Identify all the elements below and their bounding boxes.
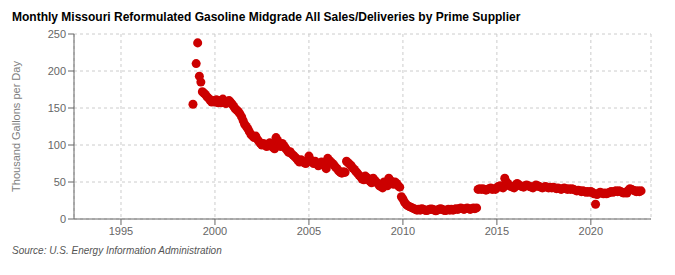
svg-text:200: 200: [48, 65, 66, 77]
svg-text:250: 250: [48, 28, 66, 40]
svg-text:2005: 2005: [297, 225, 321, 237]
svg-text:1995: 1995: [109, 225, 133, 237]
html-text:Source: U.S. Energy Informatio: Source: U.S. Energy Information Administ…: [12, 245, 222, 256]
svg-text:0: 0: [60, 213, 66, 225]
svg-text:Thousand Gallons per Day: Thousand Gallons per Day: [10, 61, 22, 192]
svg-text:150: 150: [48, 102, 66, 114]
svg-text:100: 100: [48, 139, 66, 151]
svg-text:2015: 2015: [485, 225, 509, 237]
svg-text:2000: 2000: [203, 225, 227, 237]
svg-text:2010: 2010: [391, 225, 415, 237]
svg-text:50: 50: [54, 176, 66, 188]
html-text:Monthly Missouri Reformulated: Monthly Missouri Reformulated Gasoline M…: [12, 10, 521, 24]
svg-text:2020: 2020: [579, 225, 603, 237]
